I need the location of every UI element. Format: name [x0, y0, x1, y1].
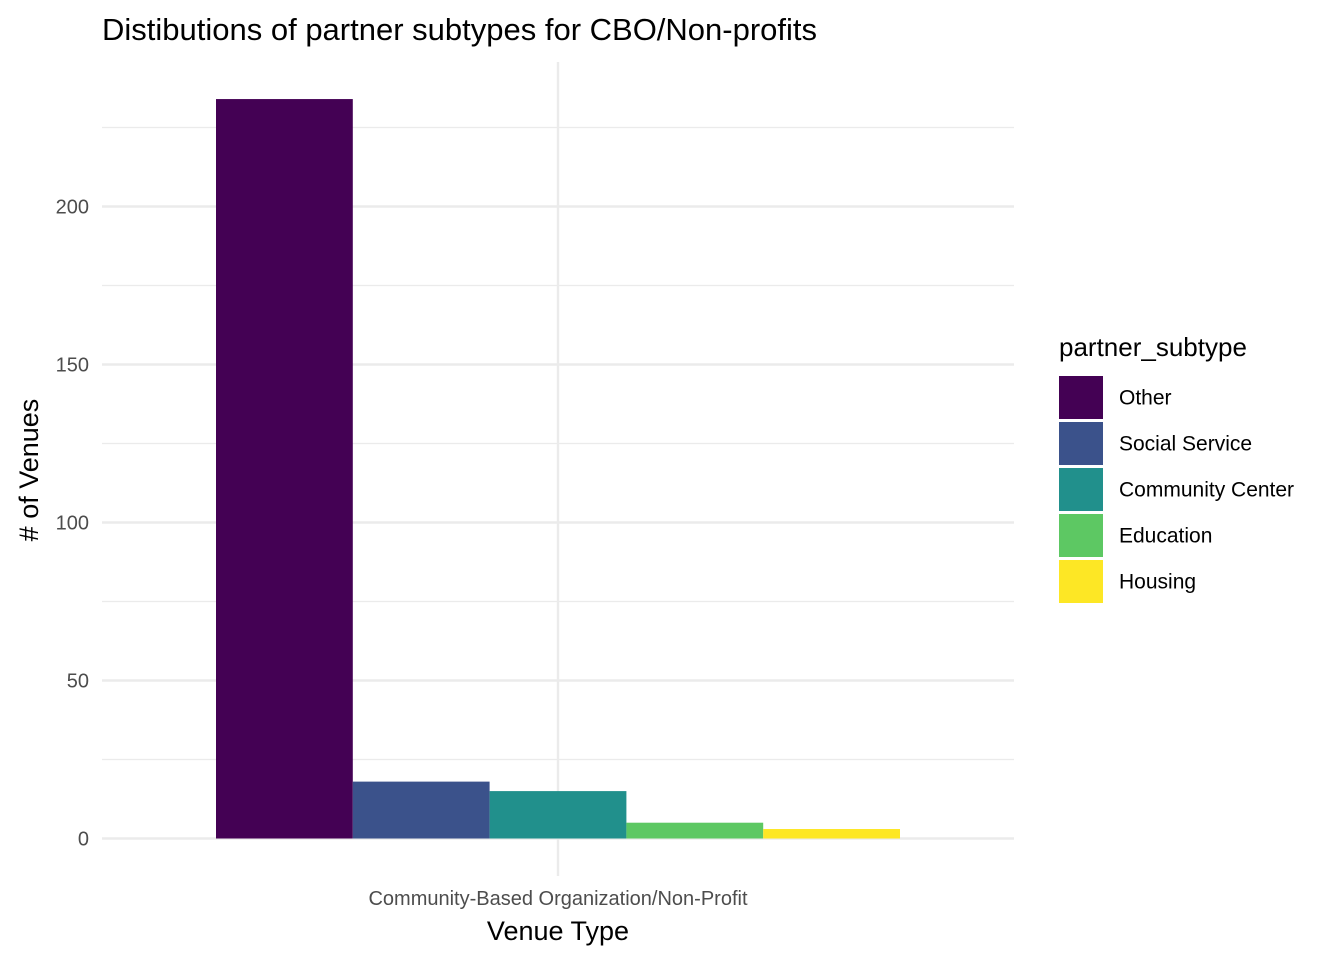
legend-label: Community Center: [1119, 479, 1294, 502]
x-axis-ticks: Community-Based Organization/Non-Profit: [368, 888, 747, 910]
x-axis-title: Venue Type: [487, 916, 629, 946]
y-tick-label: 150: [56, 355, 89, 377]
bar-community-center: [489, 791, 627, 839]
y-axis-title: # of Venues: [14, 399, 44, 542]
bar-other: [216, 99, 353, 839]
legend-label: Social Service: [1119, 433, 1252, 456]
legend-key-social-service: [1059, 422, 1103, 465]
bar-education: [626, 822, 764, 839]
chart-title: Distibutions of partner subtypes for CBO…: [102, 12, 817, 47]
bar-housing: [763, 829, 900, 839]
legend-key-housing: [1059, 560, 1103, 603]
legend-key-education: [1059, 514, 1103, 557]
y-axis-ticks: 0 50 100 150 200: [56, 197, 89, 851]
y-tick-label: 0: [78, 829, 89, 851]
y-tick-label: 50: [67, 671, 89, 693]
bar-social-service: [352, 781, 490, 839]
bars: [216, 99, 900, 839]
legend-title: partner_subtype: [1059, 332, 1247, 362]
y-tick-label: 200: [56, 197, 89, 219]
legend-label: Other: [1119, 387, 1172, 410]
legend: partner_subtype Other Social Service Commu…: [1059, 332, 1294, 603]
legend-key-community-center: [1059, 468, 1103, 511]
legend-label: Housing: [1119, 571, 1196, 594]
x-tick-label: Community-Based Organization/Non-Profit: [368, 888, 747, 910]
legend-label: Education: [1119, 525, 1212, 548]
y-tick-label: 100: [56, 513, 89, 535]
legend-key-other: [1059, 376, 1103, 419]
legend-items: Other Social Service Community Center Educa…: [1059, 376, 1294, 603]
